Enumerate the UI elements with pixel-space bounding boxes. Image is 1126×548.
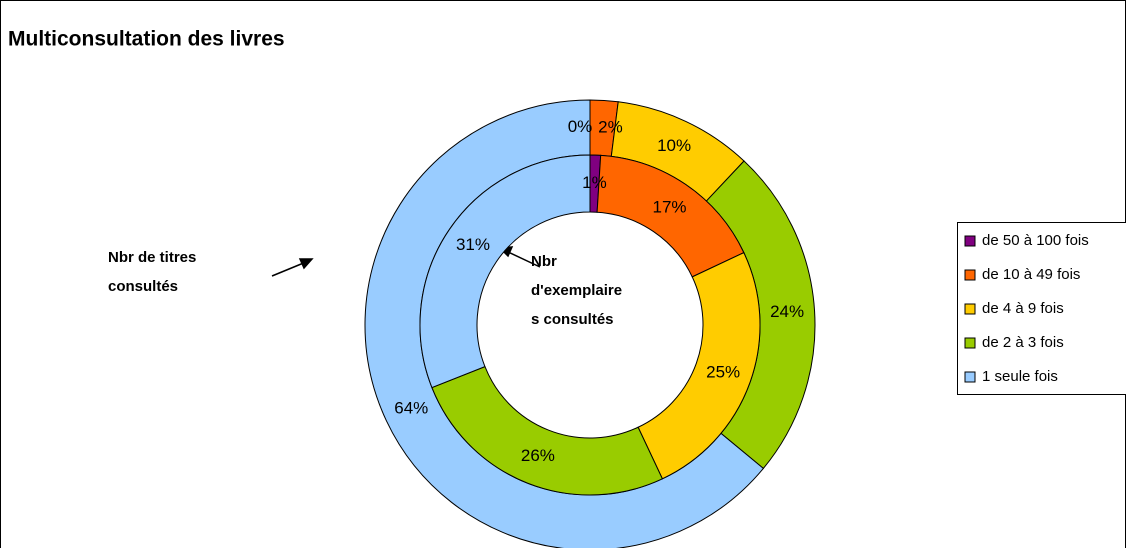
data-label: 31% [456, 235, 490, 254]
data-label: 1% [582, 173, 607, 192]
data-label: 10% [657, 136, 691, 155]
annotation: Nbr de titres [108, 249, 196, 266]
arrow [271, 261, 307, 277]
data-label: 24% [770, 302, 804, 321]
arrow [505, 250, 541, 268]
legend-swatch [964, 337, 976, 349]
segment [431, 365, 664, 496]
legend-swatch [964, 303, 976, 315]
legend-swatch [964, 269, 976, 281]
legend-label: de 2 à 3 fois [982, 334, 1064, 351]
annotation: d'exemplaire [531, 282, 622, 299]
data-label: 0% [568, 117, 593, 136]
data-label: 26% [521, 446, 555, 465]
arrow-head [298, 258, 314, 270]
annotation: consultés [108, 278, 178, 295]
legend-swatch [964, 235, 976, 247]
segment [419, 154, 591, 389]
data-label: 25% [706, 362, 740, 381]
data-label: 17% [653, 197, 687, 216]
legend-box [957, 222, 1126, 395]
annotation: s consultés [531, 311, 614, 328]
annotation: Nbr [531, 253, 557, 270]
legend-label: de 50 à 100 fois [982, 232, 1089, 249]
legend-label: de 4 à 9 fois [982, 300, 1064, 317]
legend-label: de 10 à 49 fois [982, 266, 1080, 283]
data-label: 64% [394, 399, 428, 418]
chart-title: Multiconsultation des livres [8, 28, 285, 51]
legend-label: 1 seule fois [982, 368, 1058, 385]
data-label: 2% [598, 117, 623, 136]
legend-swatch [964, 371, 976, 383]
